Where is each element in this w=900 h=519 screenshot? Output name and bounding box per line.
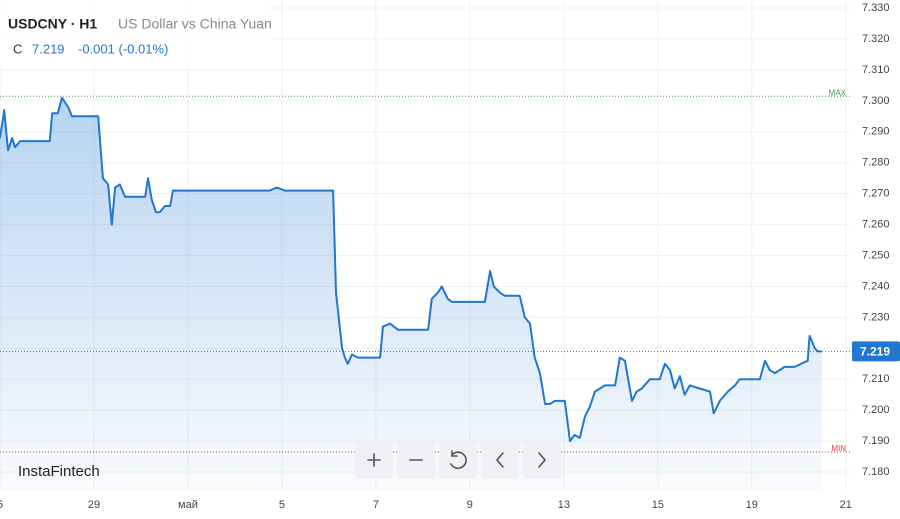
x-tick-label: 5 bbox=[0, 499, 3, 511]
y-tick-label: 7.280 bbox=[862, 157, 890, 169]
scroll-left-button[interactable] bbox=[481, 441, 519, 479]
scroll-right-button[interactable] bbox=[523, 441, 561, 479]
y-tick-label: 7.330 bbox=[862, 2, 890, 14]
level-label: MIN bbox=[831, 444, 846, 453]
y-tick-label: 7.250 bbox=[862, 249, 890, 261]
toolbar bbox=[355, 441, 561, 479]
close-prefix: C bbox=[13, 41, 22, 56]
area bbox=[0, 97, 822, 491]
y-tick-label: 7.270 bbox=[862, 188, 890, 200]
x-tick-label: 19 bbox=[746, 499, 758, 511]
y-tick-label: 7.180 bbox=[862, 466, 890, 478]
zoom-in-icon bbox=[367, 453, 381, 467]
y-tick-label: 7.230 bbox=[862, 311, 890, 323]
level-label: MAX bbox=[829, 88, 847, 97]
last-price-badge bbox=[852, 341, 900, 362]
y-tick-label: 7.290 bbox=[862, 126, 890, 138]
brand-logo: InstaFintech bbox=[18, 463, 100, 480]
x-tick-label: 13 bbox=[558, 499, 570, 511]
y-tick-label: 7.210 bbox=[862, 373, 890, 385]
y-tick-label: 7.300 bbox=[862, 95, 890, 107]
x-tick-label: май bbox=[178, 499, 198, 511]
scroll-left-icon bbox=[495, 452, 504, 468]
axis-panel bbox=[850, 0, 900, 519]
symbol: USDCNY · H1 bbox=[8, 16, 97, 32]
close-value: 7.219 bbox=[32, 41, 65, 56]
y-tick-label: 7.190 bbox=[862, 435, 890, 447]
price-line bbox=[0, 96, 822, 443]
last-price-label: 7.219 bbox=[860, 345, 890, 359]
x-tick-label: 15 bbox=[652, 499, 664, 511]
plot: MAX MIN bbox=[0, 88, 850, 491]
subtitle: US Dollar vs China Yuan bbox=[118, 16, 272, 32]
scroll-right-icon bbox=[538, 452, 547, 468]
y-tick-label: 7.200 bbox=[862, 404, 890, 416]
x-tick-label: 5 bbox=[279, 499, 285, 511]
reset-button[interactable] bbox=[439, 441, 477, 479]
y-tick-label: 7.320 bbox=[862, 33, 890, 45]
y-tick-label: 7.260 bbox=[862, 218, 890, 230]
x-tick-label: 7 bbox=[373, 499, 379, 511]
x-tick-label: 29 bbox=[88, 499, 100, 511]
reset-icon bbox=[450, 450, 467, 470]
y-tick-label: 7.310 bbox=[862, 64, 890, 76]
y-tick-label: 7.240 bbox=[862, 280, 890, 292]
x-tick-label: 21 bbox=[840, 499, 852, 511]
change: -0.001 (-0.01%) bbox=[78, 41, 168, 56]
legend-bg bbox=[0, 0, 270, 66]
x-tick-label: 9 bbox=[467, 499, 473, 511]
